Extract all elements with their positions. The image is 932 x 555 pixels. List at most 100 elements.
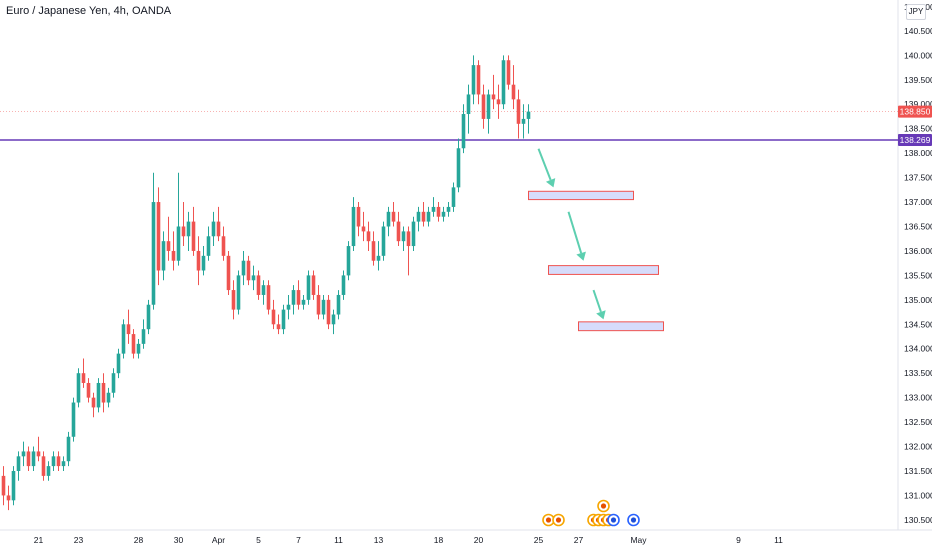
candle-body [151, 202, 156, 305]
candle-body [186, 221, 191, 237]
candle-body [266, 285, 271, 310]
candle-body [21, 451, 26, 457]
candle-body [111, 373, 116, 393]
candle [406, 226, 411, 276]
candle [206, 226, 211, 261]
candle-body [291, 290, 296, 305]
target-zone-box[interactable] [548, 265, 659, 275]
candle-body [456, 148, 461, 188]
target-zone-box[interactable] [528, 190, 634, 201]
candle-body [156, 202, 161, 271]
candle-body [171, 250, 176, 261]
y-tick-label: 134.000 [904, 344, 932, 354]
event-dot [545, 517, 552, 523]
candle-body [471, 65, 476, 95]
candle [276, 314, 281, 335]
candle [111, 368, 116, 398]
candle-body [16, 456, 21, 471]
candle [476, 60, 481, 105]
candle-body [66, 436, 71, 462]
candle [326, 294, 331, 330]
candle-body [11, 470, 16, 501]
candle-body [216, 221, 221, 237]
candle [316, 285, 321, 320]
currency-badge[interactable]: JPY [906, 4, 926, 20]
candle [511, 65, 516, 110]
candle-body [201, 255, 206, 271]
candle [11, 466, 16, 506]
target-zones[interactable] [528, 190, 664, 332]
candle-body [341, 275, 346, 295]
candle-body [381, 226, 386, 256]
target-zone-box[interactable] [578, 321, 664, 332]
candle-body [491, 94, 496, 100]
candle-body [131, 334, 136, 354]
candle [411, 216, 416, 251]
candle [161, 231, 166, 281]
x-tick-label: 21 [34, 535, 44, 545]
event-marker-icon[interactable] [542, 513, 555, 527]
economic-events[interactable] [542, 499, 640, 527]
candle-body [211, 221, 216, 237]
event-marker-icon[interactable] [597, 499, 610, 513]
candle-body [121, 324, 126, 354]
support-price-label: 138.269 [898, 133, 932, 146]
candle-body [516, 99, 521, 124]
x-tick-label: 5 [256, 535, 261, 545]
x-tick-label: 7 [296, 535, 301, 545]
candle-body [236, 275, 241, 310]
y-tick-label: 139.000 [904, 99, 932, 109]
candle-body [506, 60, 511, 85]
candle [146, 299, 151, 335]
candle [246, 255, 251, 286]
event-dot [610, 517, 617, 523]
candle-body [296, 290, 301, 305]
event-marker-icon[interactable] [552, 513, 565, 527]
candle [506, 55, 511, 90]
arrow-head-icon [545, 178, 556, 188]
candle [526, 104, 531, 134]
candle-body [511, 84, 516, 100]
candle-body [351, 206, 356, 247]
x-tick-label: 13 [374, 535, 384, 545]
candle-body [346, 246, 351, 276]
candle [136, 338, 141, 359]
event-marker-icon[interactable] [607, 513, 620, 527]
price-lines [0, 111, 898, 141]
candle-body [396, 221, 401, 242]
candle [121, 319, 126, 359]
candle [186, 211, 191, 251]
candle [51, 451, 56, 471]
candle-body [46, 466, 51, 476]
candle [86, 378, 91, 403]
event-marker-icon[interactable] [627, 513, 640, 527]
candle-body [6, 495, 11, 501]
candle-body [436, 206, 441, 217]
candle-body [466, 94, 471, 115]
candle-body [366, 231, 371, 242]
candle-body [391, 211, 396, 222]
arrow-shaft [592, 289, 602, 313]
candle-body [496, 99, 501, 105]
y-tick-label: 138.000 [904, 148, 932, 158]
candle [196, 236, 201, 286]
projection-arrows [537, 148, 606, 320]
candle-body [371, 241, 376, 261]
candle [6, 485, 11, 511]
candle [306, 270, 311, 305]
candle-body [86, 382, 91, 398]
candle-body [526, 111, 531, 119]
x-tick-label: 23 [74, 535, 84, 545]
y-tick-label: 130.500 [904, 515, 932, 525]
candle [61, 456, 66, 471]
candle [96, 378, 101, 413]
candle-body [191, 221, 196, 251]
candle [46, 461, 51, 481]
last-price-label-bg [898, 105, 932, 118]
candle [361, 211, 366, 242]
candle [356, 202, 361, 237]
x-tick-label: 20 [474, 535, 484, 545]
candle [376, 241, 381, 271]
